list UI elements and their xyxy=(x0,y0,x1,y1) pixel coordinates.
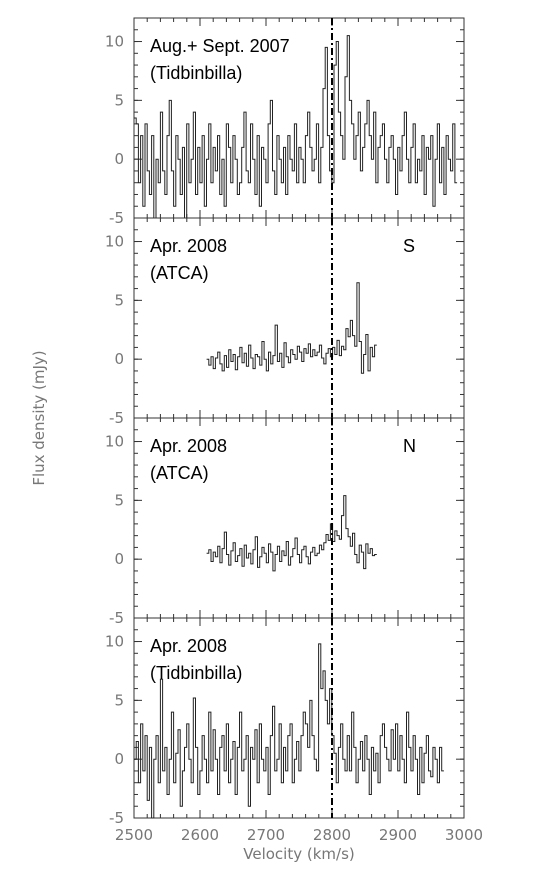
x-tick-label: 2600 xyxy=(181,826,219,844)
y-tick-label: 10 xyxy=(105,233,124,251)
y-tick-label: 0 xyxy=(114,150,124,168)
y-tick-label: -5 xyxy=(109,609,124,627)
panel-label: Apr. 2008 xyxy=(150,236,227,256)
panel-label: (Tidbinbilla) xyxy=(150,663,242,683)
panel-frame xyxy=(133,617,465,819)
y-tick-label: 10 xyxy=(105,33,124,51)
y-tick-label: 10 xyxy=(105,433,124,451)
y-tick-label: 5 xyxy=(114,691,124,709)
y-tick-label: 0 xyxy=(114,750,124,768)
y-tick-label: 10 xyxy=(105,633,124,651)
spectrum-series xyxy=(134,643,444,819)
spectrum-series xyxy=(134,35,458,219)
spectrum-series xyxy=(206,282,377,374)
x-tick-label: 3000 xyxy=(445,826,483,844)
y-tick-label: 5 xyxy=(114,91,124,109)
y-tick-label: 0 xyxy=(114,350,124,368)
panel-label: Aug.+ Sept. 2007 xyxy=(150,36,290,56)
x-tick-label: 2800 xyxy=(313,826,351,844)
panel-label: Apr. 2008 xyxy=(150,436,227,456)
y-axis-title: Flux density (mJy) xyxy=(30,350,48,485)
spectrum-series xyxy=(206,495,377,572)
panel-label: (Tidbinbilla) xyxy=(150,63,242,83)
y-tick-label: -5 xyxy=(109,409,124,427)
x-tick-label: 2700 xyxy=(247,826,285,844)
y-tick-label: 5 xyxy=(114,291,124,309)
y-tick-label: -5 xyxy=(109,809,124,827)
panel-corner-label: S xyxy=(403,236,415,256)
panel-label: (ATCA) xyxy=(150,463,209,483)
x-tick-label: 2500 xyxy=(115,826,153,844)
panel-label: Apr. 2008 xyxy=(150,636,227,656)
x-axis-title: Velocity (km/s) xyxy=(243,845,354,863)
y-tick-label: -5 xyxy=(109,209,124,227)
x-tick-label: 2900 xyxy=(379,826,417,844)
y-tick-label: 5 xyxy=(114,491,124,509)
panel-label: (ATCA) xyxy=(150,263,209,283)
panel-corner-label: N xyxy=(403,436,416,456)
y-tick-label: 0 xyxy=(114,550,124,568)
